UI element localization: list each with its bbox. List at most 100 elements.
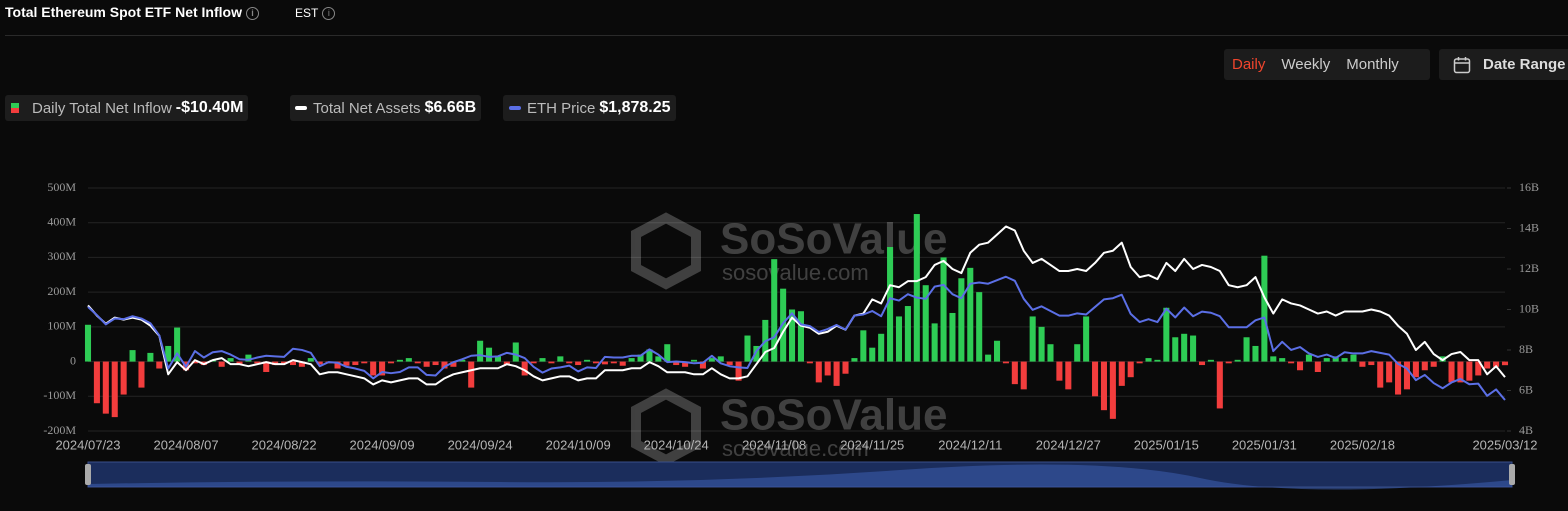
bar	[521, 361, 528, 376]
bar	[887, 247, 894, 362]
bar	[129, 350, 136, 362]
bar	[1216, 361, 1223, 409]
bar	[539, 358, 546, 362]
bar	[1181, 333, 1188, 362]
bar	[1092, 361, 1099, 397]
bar	[1296, 361, 1304, 371]
bar	[1403, 361, 1410, 390]
bar	[1154, 359, 1161, 362]
bar	[530, 361, 537, 364]
bar	[717, 356, 724, 362]
x-tick-label: 2025/03/12	[1472, 437, 1537, 452]
bar	[851, 358, 858, 362]
bar	[1323, 358, 1330, 362]
x-tick-label: 2024/12/11	[938, 437, 1002, 452]
bar	[664, 344, 671, 362]
bar	[1377, 361, 1384, 388]
bar	[646, 349, 653, 362]
legend-item[interactable]: ETH Price $1,878.25	[503, 95, 676, 121]
watermark-logo	[631, 212, 701, 290]
x-tick-label: 2024/08/22	[252, 437, 317, 452]
bar	[1314, 361, 1321, 372]
bar	[557, 356, 564, 362]
bar	[958, 278, 965, 362]
bar	[1065, 361, 1072, 390]
bar	[1207, 359, 1214, 362]
y2-tick-label: 10B	[1519, 301, 1539, 315]
navigator-handle[interactable]	[85, 464, 91, 485]
y-tick-label: -200M	[43, 423, 76, 437]
bar	[165, 345, 172, 362]
bar	[1002, 361, 1009, 364]
watermark-logo	[631, 388, 701, 466]
bar	[655, 356, 662, 362]
legend-icon	[295, 106, 307, 110]
legend-item[interactable]: Total Net Assets $6.66B	[290, 95, 482, 121]
bar	[379, 361, 386, 376]
x-tick-label: 2025/01/31	[1232, 437, 1297, 452]
watermark-brand: SoSoValue	[720, 391, 947, 440]
legend-item[interactable]: Daily Total Net Inflow -$10.40M	[5, 95, 249, 121]
period-button[interactable]: Weekly	[1281, 56, 1331, 73]
bar	[414, 361, 421, 364]
bar	[147, 352, 154, 362]
x-tick-label: 2025/02/18	[1330, 437, 1395, 452]
legend-name: Total Net Assets	[313, 99, 421, 117]
bar	[468, 361, 475, 388]
bar	[575, 361, 582, 366]
bar	[423, 361, 430, 367]
bar	[592, 361, 600, 364]
watermark-url: sosovalue.com	[722, 260, 869, 285]
bar	[601, 361, 608, 365]
bar	[102, 361, 109, 414]
bar	[1127, 361, 1134, 378]
bar	[993, 340, 1001, 362]
bar	[1252, 345, 1259, 362]
bar	[1145, 358, 1152, 362]
bar	[1493, 361, 1500, 367]
bar	[298, 361, 305, 367]
bar	[1225, 361, 1232, 364]
bar	[967, 267, 974, 362]
bar	[1190, 335, 1197, 362]
x-tick-label: 2024/10/24	[644, 437, 709, 452]
bar	[780, 288, 787, 362]
period-button[interactable]: Daily	[1232, 56, 1266, 73]
bar	[1100, 361, 1107, 411]
info-icon[interactable]: i	[245, 6, 259, 20]
y-tick-label: 500M	[47, 180, 76, 194]
bar	[673, 361, 680, 366]
bar	[450, 361, 457, 367]
x-tick-label: 2024/10/09	[546, 437, 611, 452]
y2-tick-label: 12B	[1519, 261, 1539, 275]
bar	[1412, 361, 1419, 378]
bar	[138, 361, 145, 388]
bar	[619, 361, 626, 366]
divider	[5, 35, 1568, 36]
bar	[735, 361, 742, 381]
bar	[1421, 361, 1428, 371]
bar	[548, 361, 555, 364]
period-button[interactable]: Monthly	[1346, 56, 1399, 73]
bar	[1038, 326, 1045, 362]
info-icon[interactable]: i	[322, 7, 336, 21]
bar	[922, 285, 929, 362]
bar	[860, 330, 867, 362]
legend-icon	[11, 103, 19, 113]
bar	[1270, 356, 1277, 362]
grid	[88, 187, 1505, 432]
bar	[1083, 316, 1090, 362]
bar	[396, 359, 403, 362]
bar	[1056, 361, 1063, 381]
bar	[512, 342, 519, 362]
timezone[interactable]: EST i	[295, 6, 336, 21]
x-tick-label: 2024/12/27	[1036, 437, 1101, 452]
bar	[191, 361, 198, 364]
bar	[1466, 361, 1473, 381]
legend-value: $6.66B	[424, 99, 477, 116]
date-range-button[interactable]: Date Range	[1439, 49, 1568, 80]
bar	[432, 361, 439, 366]
bar	[1074, 344, 1081, 362]
bar	[637, 354, 644, 362]
navigator-handle[interactable]	[1509, 464, 1515, 485]
